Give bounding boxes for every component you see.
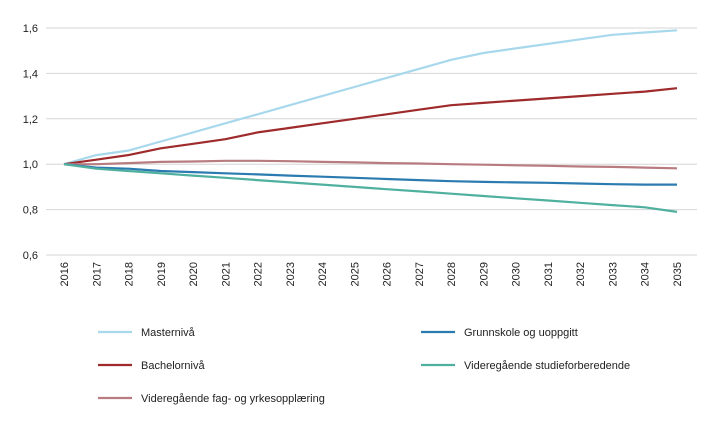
y-tick-label: 0,6 [23, 250, 38, 262]
x-tick-label: 2034 [640, 262, 652, 286]
x-tick-label: 2030 [511, 262, 523, 286]
x-tick-label: 2020 [188, 262, 200, 286]
x-tick-label: 2035 [672, 262, 684, 286]
legend-label: Videregående fag- og yrkesopplæring [141, 393, 325, 405]
legend-label: Bachelornivå [141, 360, 205, 372]
x-tick-label: 2021 [220, 262, 232, 286]
series-line-2 [64, 159, 678, 170]
x-tick-label: 2024 [317, 262, 329, 286]
x-tick-label: 2031 [543, 262, 555, 286]
x-tick-label: 2016 [59, 262, 71, 286]
grid-lines [46, 27, 697, 256]
x-tick-label: 2028 [446, 262, 458, 286]
x-tick-label: 2027 [414, 262, 426, 286]
x-tick-label: 2022 [253, 262, 265, 286]
x-tick-label: 2019 [156, 262, 168, 286]
series-line-4 [63, 163, 678, 213]
series-line-1 [63, 87, 678, 166]
x-tick-label: 2033 [607, 262, 619, 286]
x-tick-label: 2017 [91, 262, 103, 286]
x-tick-label: 2025 [349, 262, 361, 286]
x-tick-label: 2018 [124, 262, 136, 286]
x-tick-label: 2029 [478, 262, 490, 286]
legend-label: Videregående studieforberedende [464, 360, 630, 372]
x-tick-label: 2032 [575, 262, 587, 286]
y-tick-label: 0,8 [23, 205, 38, 217]
y-tick-label: 1,0 [23, 159, 38, 171]
legend-label: Masternivå [141, 327, 196, 339]
y-tick-label: 1,6 [23, 23, 38, 35]
x-tick-label: 2023 [285, 262, 297, 286]
series-line-0 [63, 29, 678, 166]
x-axis: 2016 2017 2018 2019 2020 2021 2022 2023 2024 2025… [59, 262, 684, 286]
y-axis: 0,6 0,8 1,0 1,2 1,4 1,6 [23, 23, 38, 262]
legend: Masternivå Bachelornivå Videregående fag- … [98, 327, 630, 405]
y-tick-label: 1,2 [23, 114, 38, 126]
legend-label: Grunnskole og uoppgitt [464, 327, 578, 339]
series-lines [63, 29, 678, 213]
y-tick-label: 1,4 [23, 68, 38, 80]
x-tick-label: 2026 [382, 262, 394, 286]
series-line-3 [63, 163, 677, 186]
